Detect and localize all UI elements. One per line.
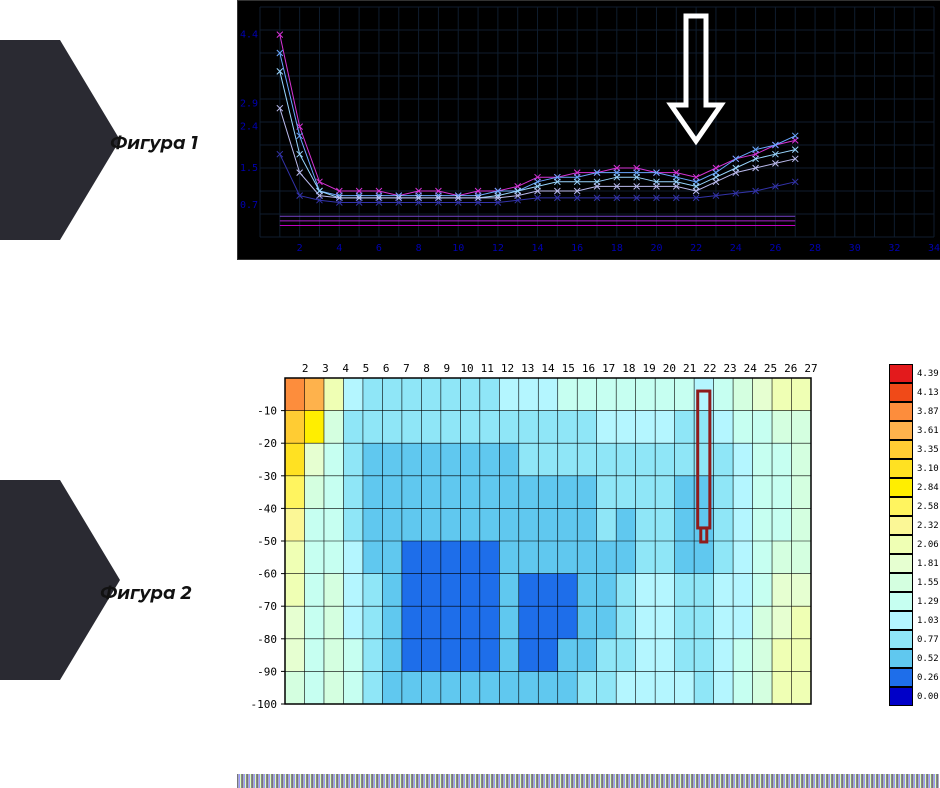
svg-text:16: 16 [571,243,583,254]
svg-text:9: 9 [444,362,451,375]
svg-text:-80: -80 [257,633,277,646]
svg-text:17: 17 [602,362,615,375]
svg-text:-30: -30 [257,470,277,483]
svg-text:21: 21 [683,362,696,375]
svg-text:24: 24 [744,362,758,375]
figure-1-label: Фигура 1 [110,132,198,154]
svg-text:0.7: 0.7 [240,200,258,211]
color-legend: 4.394.133.873.613.353.102.842.582.322.06… [889,364,939,706]
svg-text:12: 12 [501,362,514,375]
figure-2-label: Фигура 2 [100,582,191,604]
svg-text:-10: -10 [257,405,277,418]
svg-text:10: 10 [460,362,473,375]
svg-text:4.4: 4.4 [240,30,258,41]
figure-2-heatmap: 2345678910111213141516171819202122232425… [237,354,939,734]
svg-text:20: 20 [663,362,676,375]
figure-1-line-chart: 2468101214161820222426283032340.71.52.42… [237,0,940,260]
svg-text:34: 34 [928,243,940,254]
svg-text:14: 14 [541,362,555,375]
svg-text:18: 18 [622,362,635,375]
svg-text:-90: -90 [257,665,277,678]
svg-text:20: 20 [650,243,662,254]
svg-text:30: 30 [849,243,861,254]
svg-text:8: 8 [416,243,422,254]
svg-text:2.4: 2.4 [240,122,258,133]
svg-text:27: 27 [804,362,817,375]
svg-text:28: 28 [809,243,821,254]
svg-text:10: 10 [452,243,464,254]
decorative-chevron-2 [0,480,60,680]
svg-text:1.5: 1.5 [240,163,258,174]
svg-text:13: 13 [521,362,534,375]
svg-text:16: 16 [582,362,595,375]
svg-text:-60: -60 [257,568,277,581]
svg-text:22: 22 [703,362,716,375]
decorative-chevron-1 [0,40,60,240]
svg-text:4: 4 [342,362,349,375]
svg-text:6: 6 [376,243,382,254]
svg-text:22: 22 [690,243,702,254]
svg-text:4: 4 [336,243,342,254]
svg-text:23: 23 [723,362,736,375]
svg-text:18: 18 [611,243,623,254]
svg-text:-50: -50 [257,535,277,548]
svg-text:-40: -40 [257,502,277,515]
svg-text:6: 6 [383,362,390,375]
svg-text:26: 26 [784,362,797,375]
svg-text:2: 2 [302,362,309,375]
decorative-footer-strip [237,774,939,788]
svg-text:8: 8 [423,362,430,375]
svg-text:15: 15 [562,362,575,375]
svg-text:19: 19 [643,362,656,375]
page: Фигура 1 Фигура 2 2468101214161820222426… [0,0,940,788]
svg-text:25: 25 [764,362,777,375]
svg-text:7: 7 [403,362,410,375]
svg-text:2.9: 2.9 [240,99,258,110]
svg-text:2: 2 [297,243,303,254]
arrow-down-icon [666,13,726,161]
svg-text:24: 24 [730,243,742,254]
svg-text:12: 12 [492,243,504,254]
svg-text:5: 5 [363,362,370,375]
svg-text:14: 14 [532,243,544,254]
svg-text:26: 26 [769,243,781,254]
svg-text:3: 3 [322,362,329,375]
svg-text:-70: -70 [257,600,277,613]
svg-text:32: 32 [888,243,900,254]
svg-text:-100: -100 [251,698,278,711]
svg-text:-20: -20 [257,437,277,450]
svg-text:11: 11 [481,362,494,375]
